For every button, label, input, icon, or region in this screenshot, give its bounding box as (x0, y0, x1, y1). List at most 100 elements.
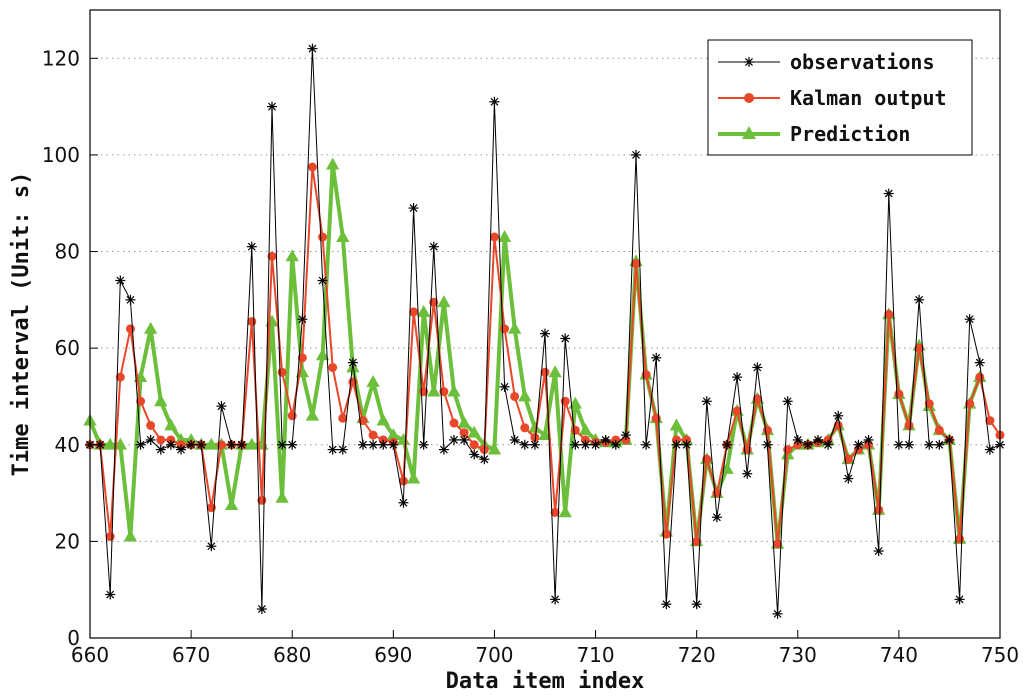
data-point-kalman (874, 505, 884, 515)
data-point-kalman (318, 232, 328, 242)
data-point-kalman (297, 353, 307, 363)
y-axis-title: Time interval (Unit: s) (9, 172, 34, 477)
data-point-observation (873, 546, 884, 557)
data-point-observation (904, 439, 914, 450)
data-point-kalman (783, 445, 793, 455)
data-point-kalman (520, 423, 530, 433)
data-point-observation (368, 439, 379, 450)
data-point-observation (135, 439, 146, 450)
data-point-observation (914, 294, 925, 305)
data-point-observation (853, 439, 864, 450)
data-point-observation (964, 314, 975, 325)
data-point-prediction (437, 295, 451, 308)
data-point-observation (246, 241, 257, 252)
data-point-prediction (103, 437, 117, 450)
data-point-observation (165, 439, 176, 450)
data-point-prediction (548, 365, 562, 378)
data-point-observation (499, 381, 510, 392)
data-point-observation (226, 439, 237, 450)
x-tick-label: 680 (273, 643, 311, 667)
data-point-observation (378, 439, 389, 450)
data-point-observation (823, 439, 834, 450)
data-point-observation (388, 439, 399, 450)
data-point-observation (641, 439, 652, 450)
data-point-kalman (702, 454, 712, 464)
data-point-observation (347, 357, 358, 368)
x-tick-label: 730 (779, 643, 817, 667)
data-point-observation (206, 541, 217, 552)
data-point-observation (984, 444, 995, 455)
data-point-observation (570, 439, 581, 450)
data-point-observation (631, 149, 641, 160)
data-point-kalman (914, 343, 924, 353)
data-point-observation (954, 594, 965, 605)
data-point-observation (428, 241, 439, 252)
data-point-kalman (641, 370, 651, 380)
data-point-observation (256, 604, 267, 615)
data-point-prediction (245, 437, 259, 450)
data-point-kalman (843, 454, 853, 464)
data-point-observation (125, 294, 136, 305)
x-tick-label: 750 (981, 643, 1019, 667)
x-axis-title: Data item index (446, 669, 645, 694)
data-point-prediction (123, 529, 138, 542)
data-point-observation (297, 314, 308, 325)
data-point-observation (267, 101, 277, 112)
data-point-observation (560, 333, 571, 344)
legend-marker-prediction (742, 126, 756, 139)
data-point-observation (145, 434, 156, 445)
data-point-observation (883, 188, 894, 199)
legend-marker-kalman (744, 93, 754, 103)
legend-label-kalman: Kalman output (790, 86, 947, 110)
data-point-prediction (204, 437, 218, 450)
data-point-observation (762, 439, 773, 450)
data-point-prediction (406, 471, 421, 484)
x-tick-label: 660 (71, 643, 109, 667)
data-point-prediction (285, 249, 299, 262)
x-tick-label: 710 (576, 643, 614, 667)
data-point-observation (418, 439, 429, 450)
series-layer (83, 43, 1005, 619)
data-point-kalman (489, 232, 499, 242)
series-0 (85, 43, 1005, 619)
data-point-kalman (904, 420, 914, 430)
data-point-observation (732, 372, 743, 383)
data-point-observation (974, 357, 985, 368)
data-point-prediction (528, 420, 542, 433)
x-tick-label: 690 (374, 643, 412, 667)
data-point-kalman (338, 413, 348, 423)
x-tick-label: 720 (678, 643, 716, 667)
data-point-observation (944, 434, 955, 445)
data-point-observation (459, 434, 470, 445)
data-point-observation (893, 439, 904, 450)
y-tick-label: 100 (42, 143, 80, 167)
data-point-observation (358, 439, 368, 450)
data-point-kalman (125, 324, 135, 334)
plot-frame (89, 9, 1001, 639)
data-point-prediction (578, 423, 593, 436)
y-tick-label: 0 (67, 626, 80, 650)
data-point-kalman (277, 367, 287, 377)
data-point-kalman (500, 324, 510, 334)
data-point-observation (176, 444, 186, 455)
data-point-kalman (136, 396, 146, 406)
data-point-kalman (570, 425, 580, 435)
data-point-kalman (540, 367, 550, 377)
data-point-observation (509, 434, 520, 445)
data-point-kalman (409, 307, 419, 317)
data-point-observation (833, 410, 844, 421)
data-point-observation (681, 439, 692, 450)
data-point-kalman (510, 391, 520, 401)
data-point-observation (580, 439, 591, 450)
data-point-observation (671, 439, 682, 450)
data-point-kalman (975, 372, 985, 382)
data-point-observation (711, 512, 722, 523)
data-point-prediction (457, 416, 471, 428)
data-point-observation (772, 608, 783, 619)
data-point-kalman (530, 433, 540, 443)
legend-asterisk (744, 57, 754, 67)
data-point-observation (792, 434, 803, 445)
data-point-observation (701, 396, 712, 407)
data-point-prediction (315, 348, 330, 361)
